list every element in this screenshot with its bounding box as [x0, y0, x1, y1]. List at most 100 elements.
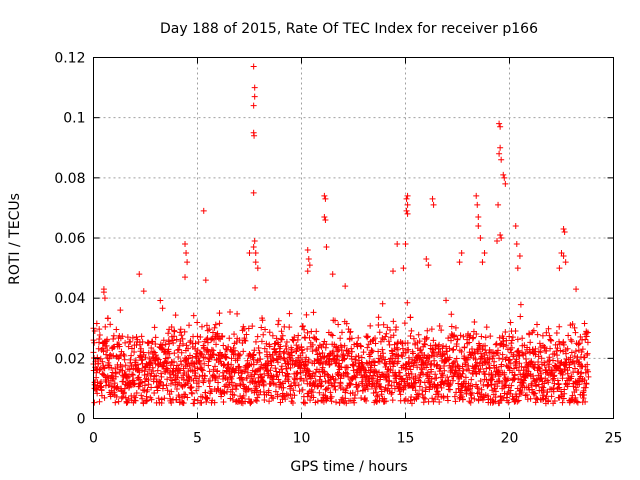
data-point	[163, 382, 170, 389]
data-point	[343, 320, 350, 327]
data-point	[316, 389, 323, 396]
data-point	[325, 385, 332, 392]
data-point	[211, 324, 218, 331]
data-point	[111, 389, 118, 396]
data-point	[446, 354, 453, 361]
data-point	[203, 395, 210, 402]
data-point	[210, 351, 217, 358]
data-point	[272, 381, 279, 388]
data-point	[215, 335, 222, 342]
data-point	[409, 350, 416, 357]
data-point	[485, 360, 492, 367]
data-point	[476, 342, 483, 349]
data-point	[177, 326, 184, 333]
data-point	[469, 383, 476, 390]
data-point	[535, 358, 542, 365]
data-point	[292, 382, 299, 389]
data-point	[530, 327, 537, 334]
data-point	[262, 326, 269, 333]
data-point	[91, 379, 98, 386]
data-point	[96, 331, 103, 338]
data-point	[115, 398, 122, 405]
data-point	[534, 331, 541, 338]
data-point	[250, 102, 257, 109]
data-point	[252, 368, 259, 375]
data-point	[131, 348, 138, 355]
data-point	[519, 378, 526, 385]
data-point	[270, 395, 277, 402]
data-point	[344, 370, 351, 377]
data-point	[233, 386, 240, 393]
data-point	[313, 336, 320, 343]
data-point	[185, 355, 192, 362]
data-point	[286, 310, 293, 317]
data-point	[137, 345, 144, 352]
data-point	[580, 395, 587, 402]
data-point	[516, 253, 523, 260]
data-point	[578, 348, 585, 355]
data-point	[166, 340, 173, 347]
data-point	[516, 360, 523, 367]
data-point	[122, 394, 129, 401]
data-point	[497, 123, 504, 130]
data-point	[541, 359, 548, 366]
data-point	[449, 347, 456, 354]
data-point	[545, 325, 552, 332]
data-point	[404, 210, 411, 217]
data-point	[117, 307, 124, 314]
data-point	[500, 171, 507, 178]
data-point	[266, 398, 273, 405]
data-point	[192, 370, 199, 377]
data-point	[192, 340, 199, 347]
data-point	[124, 374, 131, 381]
data-point	[417, 378, 424, 385]
data-point	[378, 388, 385, 395]
data-point	[518, 363, 525, 370]
data-point	[336, 400, 343, 407]
data-point	[108, 372, 115, 379]
data-point	[452, 398, 459, 405]
data-point	[235, 397, 242, 404]
data-point	[113, 393, 120, 400]
data-point	[254, 265, 261, 272]
data-point	[369, 337, 376, 344]
data-point	[337, 375, 344, 382]
data-point	[310, 309, 317, 316]
data-point	[448, 337, 455, 344]
data-point	[474, 201, 481, 208]
data-point	[245, 362, 252, 369]
data-point	[311, 335, 318, 342]
data-point	[523, 391, 530, 398]
data-point	[348, 356, 355, 363]
data-point	[565, 332, 572, 339]
data-point	[240, 392, 247, 399]
data-point	[429, 395, 436, 402]
data-point	[164, 387, 171, 394]
data-point	[579, 346, 586, 353]
data-point	[100, 371, 107, 378]
data-point	[549, 376, 556, 383]
data-point	[299, 323, 306, 330]
data-point	[155, 395, 162, 402]
data-point	[527, 349, 534, 356]
data-point	[453, 340, 460, 347]
data-point	[107, 351, 114, 358]
data-point	[251, 84, 258, 91]
data-point	[428, 326, 435, 333]
data-point	[345, 373, 352, 380]
data-point	[404, 192, 411, 199]
data-point	[494, 383, 501, 390]
data-point	[340, 386, 347, 393]
data-point	[248, 398, 255, 405]
data-point	[204, 339, 211, 346]
data-point	[299, 356, 306, 363]
data-point	[288, 346, 295, 353]
data-point	[436, 365, 443, 372]
data-point	[309, 341, 316, 348]
data-point	[191, 396, 198, 403]
data-point	[484, 392, 491, 399]
x-tick-label: 20	[501, 431, 519, 447]
data-point	[381, 336, 388, 343]
data-point	[124, 399, 131, 406]
data-point	[216, 310, 223, 317]
